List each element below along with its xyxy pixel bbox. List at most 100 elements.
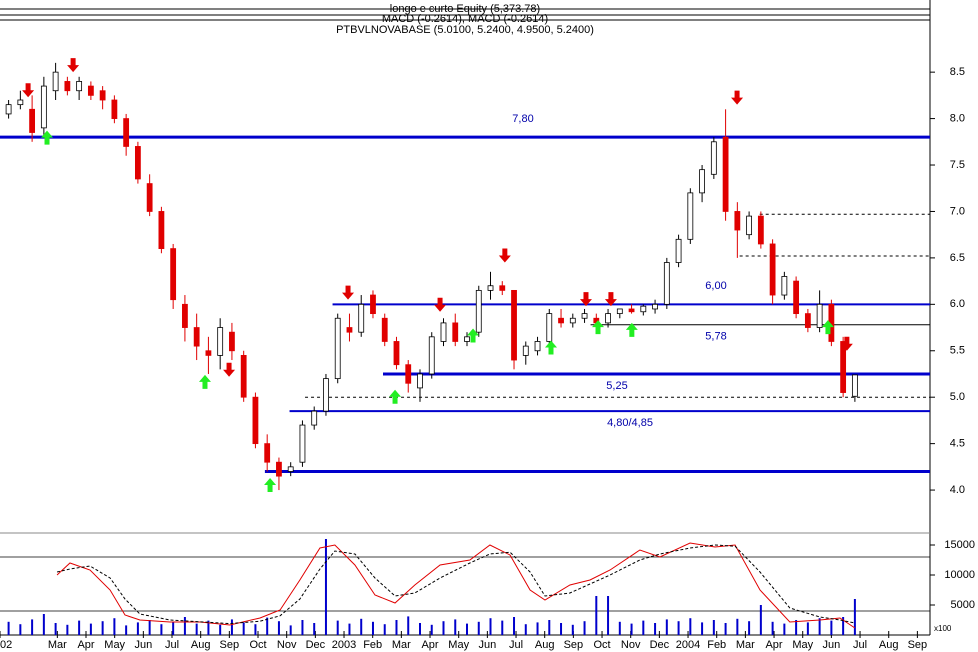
candle-body <box>193 327 200 347</box>
candle-body <box>346 327 353 333</box>
x-tick-label: Sep <box>908 639 928 651</box>
x-tick-label: Apr <box>77 639 94 651</box>
header-text: PTBVLNOVABASE (5.0100, 5.2400, 4.9500, 5… <box>336 24 594 36</box>
candle-body <box>699 169 705 194</box>
candle-body <box>40 85 47 129</box>
y-tick-label: 4.5 <box>950 438 965 450</box>
level-label: 5,25 <box>606 380 627 392</box>
candle-body <box>146 183 153 212</box>
candle-body <box>640 305 647 313</box>
y-tick-label: 5.0 <box>950 391 965 403</box>
sell-arrow <box>498 248 511 263</box>
sell-arrow <box>22 83 35 98</box>
candle-body <box>581 313 588 319</box>
sell-arrow <box>342 285 355 300</box>
candle-body <box>464 336 470 342</box>
x-tick-label: Aug <box>879 639 899 651</box>
candle-body <box>370 294 376 315</box>
header-text: longo e curto Equity (5,373.78) <box>390 3 540 15</box>
sell-arrow <box>223 362 236 377</box>
candle-body <box>205 350 212 356</box>
y-tick-label: 6.5 <box>950 252 965 264</box>
candle-body <box>816 303 823 328</box>
candle-body <box>840 341 847 393</box>
candle-body <box>522 345 529 356</box>
level-label: 5,78 <box>705 331 726 343</box>
candle-body <box>123 118 130 147</box>
candle-body <box>710 141 717 175</box>
candle-body <box>769 243 776 296</box>
x-tick-label: Oct <box>249 639 266 651</box>
x-tick-label: Feb <box>707 639 726 651</box>
candle-body <box>311 410 318 426</box>
candle-body <box>652 303 658 310</box>
x-tick-label: Dec <box>650 639 670 651</box>
y-tick-label: 4.0 <box>950 484 965 496</box>
candle-body <box>29 108 36 133</box>
candle-body <box>499 285 506 291</box>
candle-body <box>405 364 412 384</box>
level-label: 6,00 <box>705 280 726 292</box>
x-tick-label: Jul <box>509 639 523 651</box>
y-tick-label: 8.5 <box>950 66 965 78</box>
candle-body <box>851 374 858 397</box>
candle-body <box>182 303 188 328</box>
buy-arrow <box>821 320 834 335</box>
candle-body <box>264 443 271 463</box>
buy-arrow <box>625 322 638 337</box>
candle-body <box>252 396 259 445</box>
x-tick-label: Mar <box>736 639 755 651</box>
candle-body <box>475 289 482 333</box>
x-tick-label: Nov <box>277 639 297 651</box>
y2-tick-label: 15000 <box>944 539 975 551</box>
sell-arrow <box>731 90 744 105</box>
y-tick-label: 8.0 <box>950 112 965 124</box>
x-tick-label: Mar <box>392 639 411 651</box>
candle-body <box>393 341 400 366</box>
candle-body <box>134 146 141 180</box>
candle-body <box>746 215 753 236</box>
x-tick-label: Jun <box>478 639 496 651</box>
candle-body <box>76 81 83 92</box>
level-label: 4,80/4,85 <box>607 417 653 429</box>
candle-body <box>381 317 388 342</box>
candle-body <box>511 289 517 361</box>
y2-tick-label: 10000 <box>944 569 975 581</box>
candle-body <box>722 136 729 212</box>
candle-body <box>417 373 423 389</box>
buy-arrow <box>41 130 54 145</box>
candle-body <box>5 104 12 115</box>
candle-body <box>558 317 564 324</box>
candle-body <box>546 313 553 342</box>
candle-body <box>334 317 341 380</box>
candle-body <box>99 90 106 101</box>
x-tick-label: Nov <box>621 639 641 651</box>
candle-body <box>734 211 741 231</box>
candle-body <box>452 322 459 342</box>
sell-arrow <box>579 292 592 307</box>
buy-arrow <box>389 389 402 404</box>
x-tick-label: Dec <box>306 639 326 651</box>
x-tick-label: Feb <box>363 639 382 651</box>
candle-body <box>663 262 670 305</box>
buy-arrow <box>198 374 211 389</box>
sell-arrow <box>604 292 617 307</box>
x-tick-label: May <box>792 639 813 651</box>
candle-body <box>781 276 788 296</box>
sell-arrow <box>434 297 447 312</box>
x-tick-label: Apr <box>421 639 438 651</box>
macd-line <box>56 544 855 625</box>
candle-body <box>358 303 365 333</box>
candle-body <box>628 308 635 313</box>
buy-arrow <box>264 477 277 492</box>
candle-body <box>64 81 71 92</box>
sell-arrow <box>67 58 80 73</box>
x-tick-label: 2004 <box>676 639 700 651</box>
x-tick-label: 2002 <box>0 639 12 651</box>
x-tick-label: Sep <box>220 639 240 651</box>
x-tick-label: Aug <box>535 639 555 651</box>
candle-body <box>111 99 118 119</box>
x-tick-label: Jul <box>165 639 179 651</box>
buy-arrow <box>467 328 480 343</box>
